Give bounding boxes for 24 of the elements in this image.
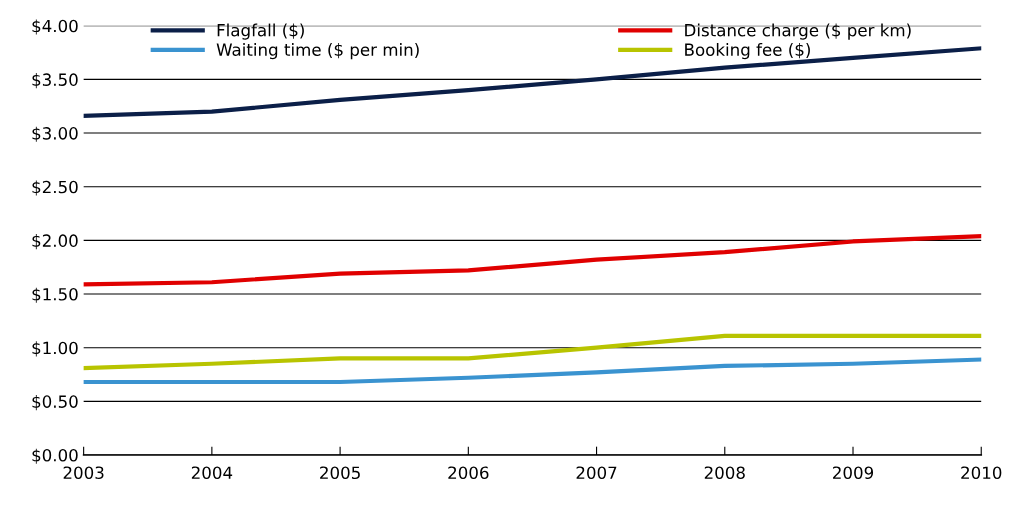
legend-label: Waiting time ($ per min) bbox=[216, 43, 419, 60]
x-tick-label: 2010 bbox=[961, 466, 1002, 480]
legend-label: Booking fee ($) bbox=[685, 43, 810, 60]
x-tick-label: 2005 bbox=[320, 466, 360, 480]
x-tick-label: 2007 bbox=[576, 466, 617, 480]
x-tick-label: 2003 bbox=[63, 466, 104, 480]
line-series bbox=[83, 357, 982, 385]
line-series bbox=[83, 234, 982, 287]
y-tick-label: $3.50 bbox=[32, 73, 78, 89]
y-tick-label: $0.00 bbox=[32, 448, 78, 464]
y-tick-label: $3.00 bbox=[32, 126, 78, 142]
y-tick-label: $2.00 bbox=[32, 234, 78, 250]
y-tick-label: $1.00 bbox=[32, 341, 78, 357]
x-tick-label: 2008 bbox=[704, 466, 745, 480]
x-tick-label: 2009 bbox=[833, 466, 874, 480]
y-tick-label: $2.50 bbox=[32, 180, 78, 196]
x-tick-label: 2006 bbox=[448, 466, 489, 480]
line-series bbox=[83, 333, 982, 371]
legend-label: Flagfall ($) bbox=[217, 23, 304, 40]
x-tick-label: 2004 bbox=[191, 466, 233, 480]
y-tick-label: $1.50 bbox=[32, 287, 78, 303]
y-tick-label: $4.00 bbox=[32, 19, 78, 35]
legend-label: Distance charge ($ per km) bbox=[685, 23, 911, 40]
y-tick-label: $0.50 bbox=[32, 395, 78, 411]
